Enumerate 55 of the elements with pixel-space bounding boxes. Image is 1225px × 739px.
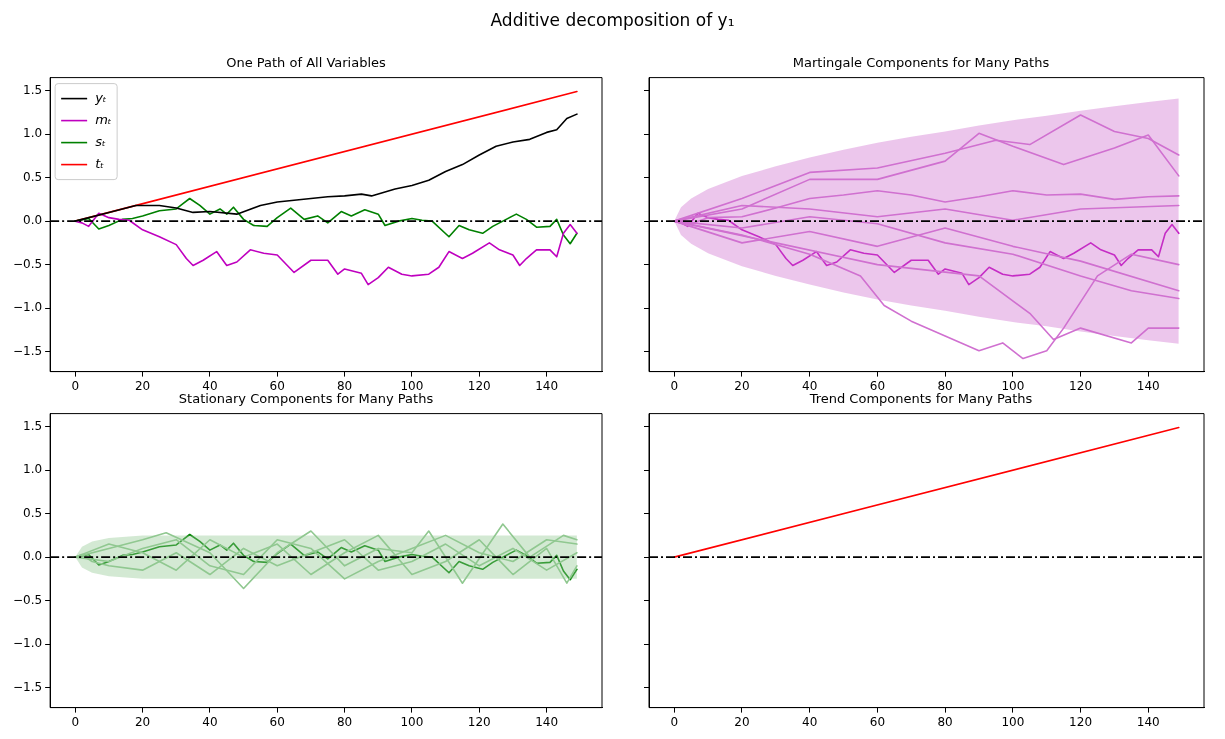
x-tick-label: 120 <box>467 714 491 729</box>
legend-label: yₜ <box>94 89 107 105</box>
x-tick-label: 0 <box>670 378 679 393</box>
y-tick-label: 0.5 <box>23 505 43 520</box>
chart-title: One Path of All Variables <box>226 55 387 71</box>
y-tick-label: −0.5 <box>13 256 43 271</box>
x-tick-label: 20 <box>734 378 750 393</box>
x-tick-label: 60 <box>869 714 886 729</box>
x-tick-label: 100 <box>1001 714 1025 729</box>
y-tick-label: −1.5 <box>13 343 43 358</box>
legend-label: sₜ <box>95 133 106 149</box>
x-tick-label: 0 <box>71 714 80 729</box>
x-tick-label: 100 <box>1001 378 1025 393</box>
y-tick-label: 1.0 <box>23 462 43 477</box>
y-tick-label: 0.5 <box>23 169 43 184</box>
legend-label: tₜ <box>95 155 105 171</box>
x-tick-label: 20 <box>734 714 750 729</box>
x-tick-label: 80 <box>336 378 353 393</box>
y-tick-label: 1.5 <box>23 82 43 97</box>
x-tick-label: 40 <box>802 714 818 729</box>
x-tick-label: 60 <box>269 714 285 729</box>
x-tick-label: 140 <box>535 378 559 393</box>
y-tick-label: −0.5 <box>13 592 43 607</box>
y-tick-label: 1.5 <box>23 418 43 433</box>
y-tick-label: −1.5 <box>13 679 43 694</box>
x-tick-label: 140 <box>535 714 559 729</box>
x-tick-label: 80 <box>336 714 353 729</box>
chart-title: Martingale Components for Many Paths <box>792 55 1050 71</box>
x-tick-label: 20 <box>134 378 151 393</box>
x-tick-label: 0 <box>71 378 80 393</box>
x-tick-label: 100 <box>400 714 424 729</box>
x-tick-label: 80 <box>937 714 953 729</box>
x-tick-label: 20 <box>134 714 151 729</box>
x-tick-label: 40 <box>202 378 218 393</box>
y-tick-label: −1.0 <box>13 636 43 651</box>
x-tick-label: 60 <box>869 378 886 393</box>
x-tick-label: 120 <box>1069 714 1093 729</box>
y-tick-label: 1.0 <box>23 126 43 141</box>
x-tick-label: 60 <box>269 378 285 393</box>
y-tick-label: 0.0 <box>23 213 43 228</box>
x-tick-label: 0 <box>670 714 679 729</box>
chart-title: Trend Components for Many Paths <box>808 391 1033 407</box>
x-tick-label: 120 <box>1069 378 1093 393</box>
x-tick-label: 120 <box>467 378 491 393</box>
y-tick-label: −1.0 <box>13 300 43 315</box>
text: Additive decomposition of y₁ <box>489 10 736 30</box>
x-tick-label: 40 <box>802 378 818 393</box>
y-tick-label: 0.0 <box>23 549 43 564</box>
x-tick-label: 100 <box>400 378 424 393</box>
x-tick-label: 140 <box>1136 378 1160 393</box>
x-tick-label: 40 <box>202 714 218 729</box>
x-tick-label: 140 <box>1136 714 1160 729</box>
chart-title: Stationary Components for Many Paths <box>178 391 434 407</box>
legend-label: mₜ <box>95 111 112 127</box>
x-tick-label: 80 <box>937 378 953 393</box>
